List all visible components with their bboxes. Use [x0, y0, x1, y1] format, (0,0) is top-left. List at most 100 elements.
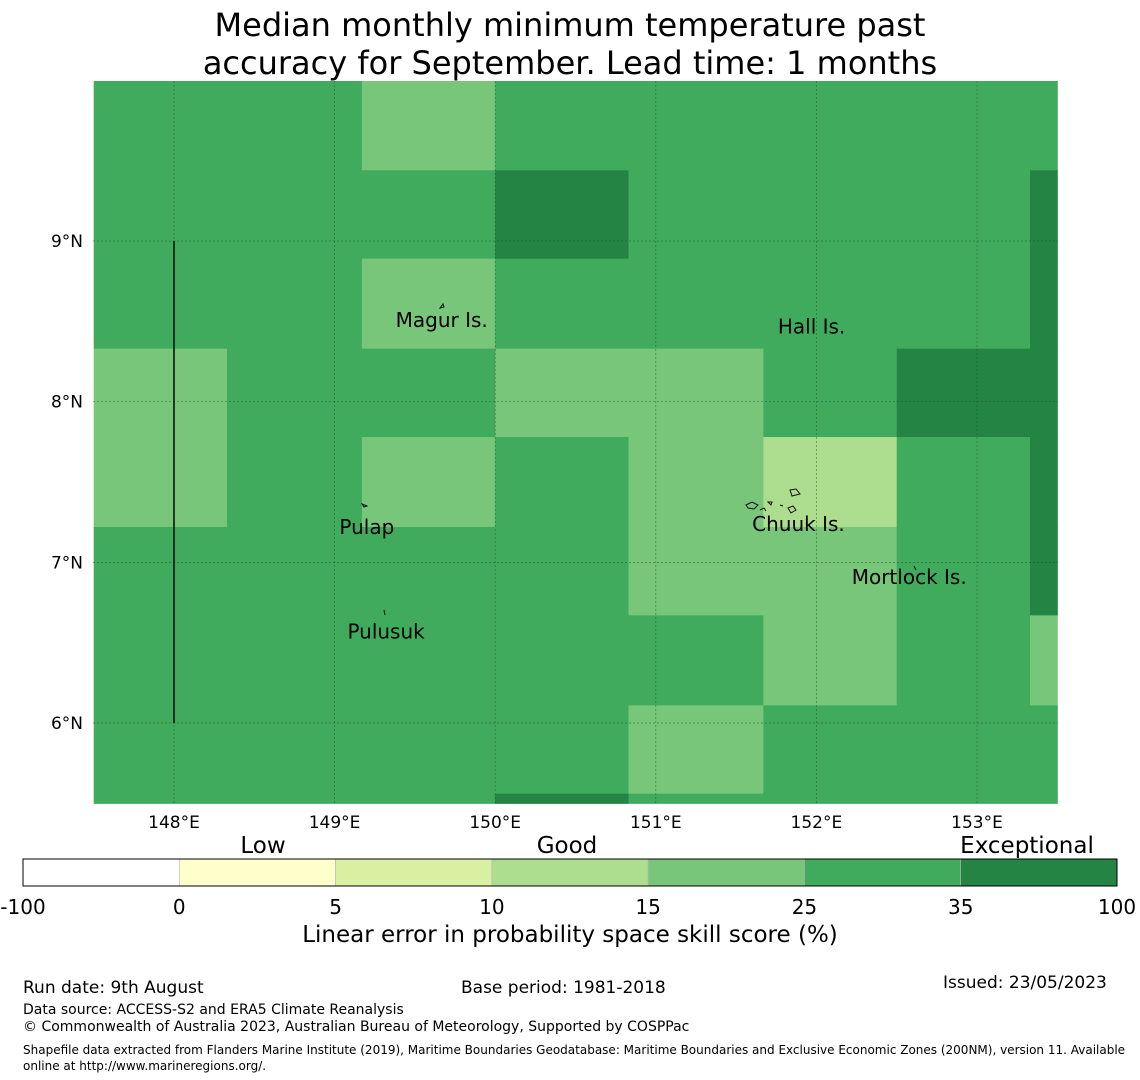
- grid-cell: [495, 437, 629, 528]
- map-svg: Magur Is. Hall Is. Pulap Chuuk Is. Mortlock …: [51, 81, 1058, 833]
- grid-cell: [226, 437, 363, 528]
- grid-cell: [896, 258, 1031, 350]
- map-panel: Magur Is. Hall Is. Pulap Chuuk Is. Mortlock …: [51, 81, 1058, 833]
- grid-cell: [361, 705, 496, 795]
- colorbar-category-label: Good: [537, 833, 598, 859]
- grid-cell: [1029, 705, 1058, 795]
- grid-cell: [1029, 793, 1058, 804]
- grid-cell: [226, 348, 363, 438]
- data-source: Data source: ACCESS-S2 and ERA5 Climate …: [23, 1002, 404, 1018]
- colorbar-swatch: [335, 858, 493, 887]
- grid-cell: [628, 258, 764, 350]
- grid-cell: [1029, 81, 1058, 171]
- grid-cell: [495, 705, 629, 795]
- grid-cell: [361, 170, 496, 260]
- island-outline: [759, 507, 767, 512]
- grid-cell: [1029, 615, 1058, 706]
- grid-cell: [896, 170, 1031, 260]
- grid-cell: [763, 437, 898, 528]
- base-period: Base period: 1981-2018: [461, 978, 666, 998]
- grid-cell: [763, 793, 898, 804]
- grid-cell: [361, 81, 496, 171]
- lat-tick-label: 7°N: [51, 553, 83, 573]
- colorbar-tick-label: 15: [635, 895, 660, 919]
- grid-cell: [226, 170, 363, 260]
- grid-cell: [896, 81, 1031, 171]
- colorbar-category-label: Low: [240, 833, 285, 859]
- grid-cell: [226, 705, 363, 795]
- grid-cell: [1029, 170, 1058, 260]
- grid-cell: [896, 615, 1031, 706]
- title-line-1: Median monthly minimum temperature past: [214, 6, 926, 44]
- island-outline: [913, 565, 917, 571]
- colorbar-frame: [22, 858, 1118, 887]
- grid-cell: [896, 705, 1031, 795]
- grid-cell: [93, 258, 228, 350]
- copyright: © Commonwealth of Australia 2023, Austra…: [23, 1019, 690, 1035]
- grid-cell: [896, 793, 1031, 804]
- lat-tick-label: 8°N: [51, 393, 83, 413]
- grid-cell: [93, 793, 228, 804]
- island-outline: [360, 502, 369, 508]
- grid-cell: [628, 526, 764, 616]
- colorbar-swatch: [647, 858, 805, 887]
- grid-cell: [628, 348, 764, 438]
- colorbar-tick-label: -100: [0, 895, 45, 919]
- map-title: Median monthly minimum temperature past …: [0, 6, 1140, 82]
- grid-cell: [763, 348, 898, 438]
- lon-tick-label: 148°E: [148, 813, 200, 833]
- lat-tick-label: 6°N: [51, 714, 83, 734]
- issued-date: Issued: 23/05/2023: [943, 973, 1107, 993]
- place-label: Hall Is.: [778, 314, 845, 338]
- grid-cell: [226, 793, 363, 804]
- grid-cell: [763, 170, 898, 260]
- grid-cell: [93, 705, 228, 795]
- grid-cell: [896, 437, 1031, 528]
- grid-cell: [93, 526, 228, 616]
- grid-cell: [495, 348, 629, 438]
- grid-cell: [226, 258, 363, 350]
- shapefile-credit-1: Shapefile data extracted from Flanders M…: [23, 1043, 1126, 1057]
- island-outline: [383, 609, 386, 616]
- grid-cell: [628, 793, 764, 804]
- title-line-2: accuracy for September. Lead time: 1 mon…: [202, 44, 938, 82]
- colorbar-swatch: [960, 858, 1118, 887]
- grid-cell: [361, 348, 496, 438]
- colorbar-swatch: [22, 858, 180, 887]
- place-label: Pulusuk: [347, 620, 425, 644]
- grid-cell: [628, 437, 764, 528]
- colorbar-tick-label: 10: [479, 895, 504, 919]
- island-outline: [789, 488, 801, 497]
- colorbar-swatch: [491, 858, 649, 887]
- colorbar: -100 0 5 10 15 25 35 100 Low Good Exceptional Linea…: [0, 820, 1140, 960]
- place-label: Mortlock Is.: [852, 565, 967, 589]
- lon-tick-label: 151°E: [630, 813, 682, 833]
- island-outlines: [360, 302, 917, 616]
- lat-tick-label: 9°N: [51, 232, 83, 252]
- grid-cell: [226, 615, 363, 706]
- run-date: Run date: 9th August: [23, 978, 204, 998]
- grid-cell: [763, 526, 898, 616]
- grid-cell: [1029, 526, 1058, 616]
- island-outline: [438, 302, 445, 309]
- grid-cell: [763, 258, 898, 350]
- grid-cell: [1029, 437, 1058, 528]
- grid-cell: [361, 437, 496, 528]
- grid-cell: [495, 258, 629, 350]
- colorbar-tick-label: 25: [792, 895, 817, 919]
- lon-tick-label: 153°E: [951, 813, 1003, 833]
- grid-cell: [628, 170, 764, 260]
- lon-tick-label: 150°E: [469, 813, 521, 833]
- colorbar-swatch: [804, 858, 962, 887]
- grid-cell: [763, 615, 898, 706]
- place-label: Magur Is.: [396, 308, 488, 332]
- island-outline: [745, 501, 759, 510]
- colorbar-axis-label: Linear error in probability space skill …: [302, 922, 838, 948]
- lon-tick-label: 152°E: [791, 813, 843, 833]
- colorbar-tick-label: 5: [329, 895, 342, 919]
- grid-cell: [896, 348, 1031, 438]
- place-label: Chuuk Is.: [752, 512, 845, 536]
- grid-cell: [495, 793, 629, 804]
- grid-cell: [763, 705, 898, 795]
- grid-cell: [495, 81, 629, 171]
